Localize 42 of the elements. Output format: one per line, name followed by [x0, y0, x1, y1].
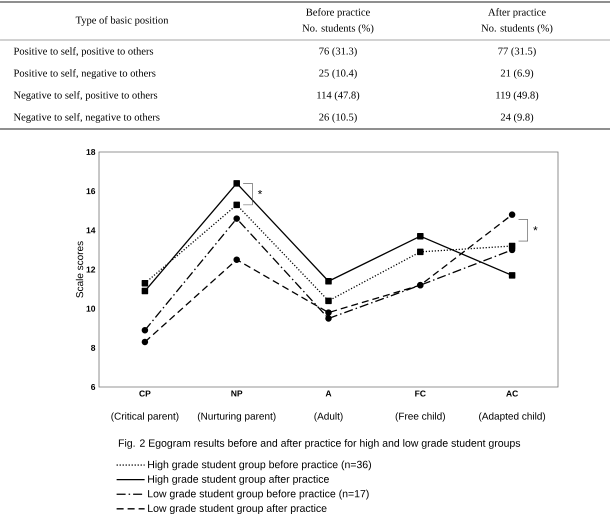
text: (Free child)	[396, 412, 445, 422]
text: Positive to self, positive to others	[14, 47, 154, 57]
text: Type of basic position	[76, 16, 168, 26]
annotation: *	[533, 226, 538, 230]
text: 114 (47.8)	[317, 91, 360, 101]
text: 25 (10.4)	[319, 69, 357, 79]
legend-label: High grade student group before practice (n=36)	[148, 460, 371, 470]
x-tick-label: NP	[231, 390, 242, 396]
text: After practice	[488, 8, 546, 18]
text: (Adapted child)	[479, 412, 546, 422]
legend-label: Low grade student group before practice (n=17)	[148, 490, 369, 500]
text: 77 (31.5)	[498, 47, 536, 57]
y-tick-label: 6	[91, 384, 96, 390]
y-tick-label: 12	[86, 266, 96, 272]
text: Negative to self, positive to others	[14, 91, 158, 101]
x-tick-label: FC	[415, 390, 426, 397]
text: 119 (49.8)	[496, 91, 538, 101]
text: Before practice	[306, 8, 370, 18]
text: 26 (10.5)	[319, 113, 357, 123]
text: 24 (9.8)	[500, 113, 534, 123]
legend-label: Low grade student group after practice	[148, 504, 327, 514]
y-tick-label: 10	[86, 306, 96, 312]
annotation: *	[258, 190, 262, 194]
text: 21 (6.9)	[500, 69, 534, 79]
y-tick-label: 18	[86, 148, 96, 155]
text: No. students (%)	[481, 24, 552, 34]
y-tick-label: 8	[91, 344, 96, 351]
y-tick-label: 16	[86, 188, 96, 194]
text: Positive to self, negative to others	[14, 69, 156, 79]
y-tick-label: 14	[86, 227, 96, 234]
caption: Fig. 2 Egogram results before and after practice for high and low grade student groups	[118, 439, 520, 449]
text: 76 (31.3)	[319, 47, 357, 57]
text: No. students (%)	[302, 24, 374, 34]
x-tick-label: AC	[506, 390, 518, 397]
text: (Adult)	[314, 412, 343, 422]
text: (Nurturing parent)	[198, 412, 276, 422]
text: Negative to self, negative to others	[14, 113, 160, 123]
y-axis-title: Scale scores	[76, 241, 84, 298]
x-tick-label: A	[326, 390, 332, 396]
legend-label: High grade student group after practice	[148, 475, 329, 485]
x-tick-label: CP	[139, 390, 151, 397]
text: (Critical parent)	[111, 412, 178, 422]
